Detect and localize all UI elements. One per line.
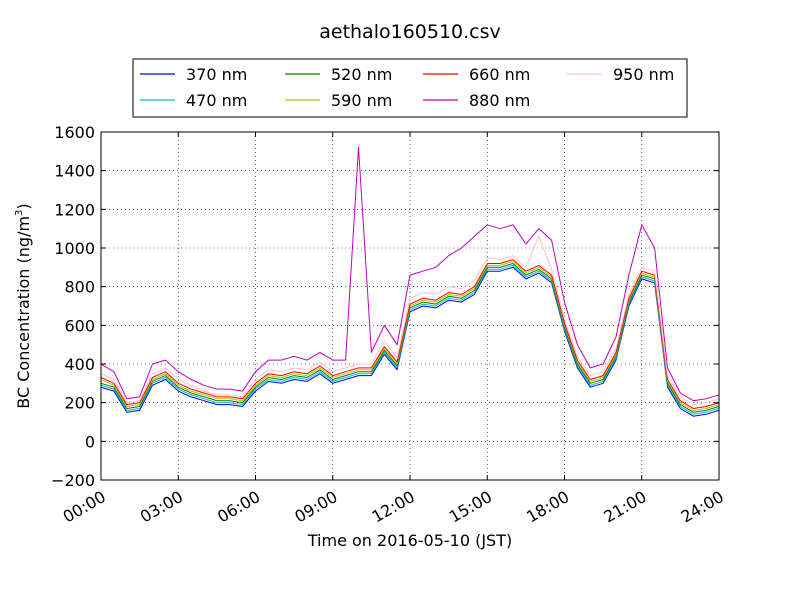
y-axis-label-end: ) <box>14 203 33 209</box>
y-tick-label: 600 <box>64 316 95 335</box>
y-tick-label: 1400 <box>54 162 95 181</box>
y-tick-label: 1600 <box>54 123 95 142</box>
y-tick-label: 1200 <box>54 200 95 219</box>
y-axis-label-main: BC Concentration (ng/m <box>14 216 33 409</box>
legend-items: 370 nm 470 nm 520 nm 590 nm 660 nm 880 nm 950 … <box>140 65 674 110</box>
series-line-7 <box>101 235 719 406</box>
y-tick-labels: −200 0 200 400 600 800 1000 1200 1400 1600 <box>51 123 95 490</box>
legend: 370 nm 470 nm 520 nm 590 nm 660 nm 880 nm 950 … <box>132 58 688 118</box>
chart-title: aethalo160510.csv <box>319 21 501 43</box>
y-tick-label: 400 <box>64 355 95 374</box>
legend-label: 880 nm <box>469 91 530 110</box>
legend-label: 590 nm <box>331 91 392 110</box>
y-tick-label: 0 <box>85 432 95 451</box>
y-tick-label: −200 <box>51 471 95 490</box>
legend-label: 660 nm <box>469 65 530 84</box>
plot-area <box>100 131 720 481</box>
series-line-5 <box>101 259 719 409</box>
legend-label: 370 nm <box>186 65 247 84</box>
series-line-6 <box>101 147 719 402</box>
y-axis-label: BC Concentration (ng/m3) <box>14 203 33 408</box>
legend-box <box>132 58 688 118</box>
y-axis-label-superscript: 3 <box>14 210 25 216</box>
series-layer <box>101 147 719 417</box>
legend-label: 950 nm <box>613 65 674 84</box>
legend-label: 520 nm <box>331 65 392 84</box>
legend-label: 470 nm <box>186 91 247 110</box>
axis-ticks <box>100 131 720 481</box>
y-tick-label: 800 <box>64 278 95 297</box>
x-axis-label: Time on 2016-05-10 (JST) <box>307 531 512 550</box>
y-tick-label: 1000 <box>54 239 95 258</box>
y-tick-label: 200 <box>64 394 95 413</box>
